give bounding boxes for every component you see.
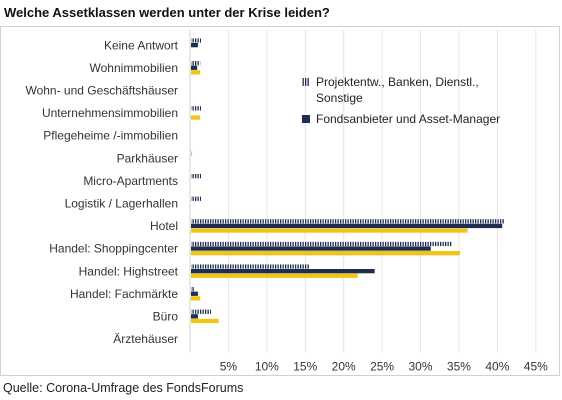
- bar: [191, 228, 468, 233]
- category-label: Logistik / Lagerhallen: [65, 197, 178, 211]
- bar: [191, 196, 201, 201]
- x-tick-label: 20%: [332, 359, 356, 373]
- bar: [191, 273, 358, 278]
- bar: [191, 219, 505, 224]
- bar: [191, 106, 201, 111]
- bar: [191, 65, 198, 70]
- category-label: Micro-Apartments: [83, 174, 178, 188]
- category-labels: Keine Antwort Wohnimmobilien Wohn- und Ges…: [25, 38, 178, 346]
- bar: [191, 287, 195, 292]
- category-label: Wohn- und Geschäftshäuser: [25, 84, 178, 98]
- x-tick-label: 15%: [293, 359, 317, 373]
- legend-label: Fondsanbieter und Asset-Manager: [316, 112, 500, 126]
- chart-frame: [0, 26, 560, 376]
- category-label: Unternehmensimmobilien: [42, 106, 178, 120]
- x-tick-label: 25%: [370, 359, 394, 373]
- category-label: Wohnimmobilien: [90, 61, 178, 75]
- x-tick-label: 45%: [524, 359, 548, 373]
- x-axis-ticks: 5% 10% 15% 20% 25% 30% 35% 40% 45%: [220, 359, 548, 373]
- chart-title: Welche Assetklassen werden unter der Kri…: [4, 5, 330, 20]
- bar: [191, 70, 201, 75]
- legend-swatch-navy: [302, 115, 310, 123]
- bar: [191, 151, 193, 156]
- legend: Projektentw., Banken, Dienstl., Sonstige F…: [302, 75, 500, 126]
- x-tick-label: 10%: [255, 359, 279, 373]
- legend-label: Projektentw., Banken, Dienstl., Sonstige: [316, 75, 479, 105]
- category-label: Hotel: [150, 219, 178, 233]
- x-tick-label: 40%: [485, 359, 509, 373]
- category-label: Parkhäuser: [117, 151, 178, 165]
- category-label: Pflegeheime /-immobilien: [43, 129, 178, 143]
- bar: [191, 296, 201, 301]
- bar: [191, 251, 460, 256]
- bar: [191, 314, 198, 319]
- x-tick-label: 30%: [409, 359, 433, 373]
- category-label: Handel: Highstreet: [79, 264, 179, 278]
- bars: [191, 38, 505, 324]
- bar: [191, 174, 201, 179]
- category-label: Handel: Shoppingcenter: [49, 242, 178, 256]
- bar: [191, 291, 198, 296]
- bar: [191, 309, 211, 314]
- bar: [191, 61, 201, 66]
- legend-swatch-hatched: [302, 78, 310, 86]
- bar: [191, 264, 310, 269]
- bar: [191, 241, 453, 247]
- category-label: Ärztehäuser: [113, 332, 178, 346]
- bar: [191, 246, 431, 251]
- category-label: Handel: Fachmärkte: [70, 287, 178, 301]
- bar: [191, 38, 201, 43]
- bar: [191, 269, 375, 274]
- source-note: Quelle: Corona-Umfrage des FondsForums: [3, 381, 244, 395]
- category-label: Keine Antwort: [104, 38, 179, 52]
- bar: [191, 115, 201, 120]
- x-tick-label: 5%: [220, 359, 238, 373]
- x-tick-label: 35%: [447, 359, 471, 373]
- bar: [191, 223, 503, 229]
- bar: [191, 43, 198, 48]
- category-label: Büro: [153, 310, 179, 324]
- bar: [191, 318, 219, 324]
